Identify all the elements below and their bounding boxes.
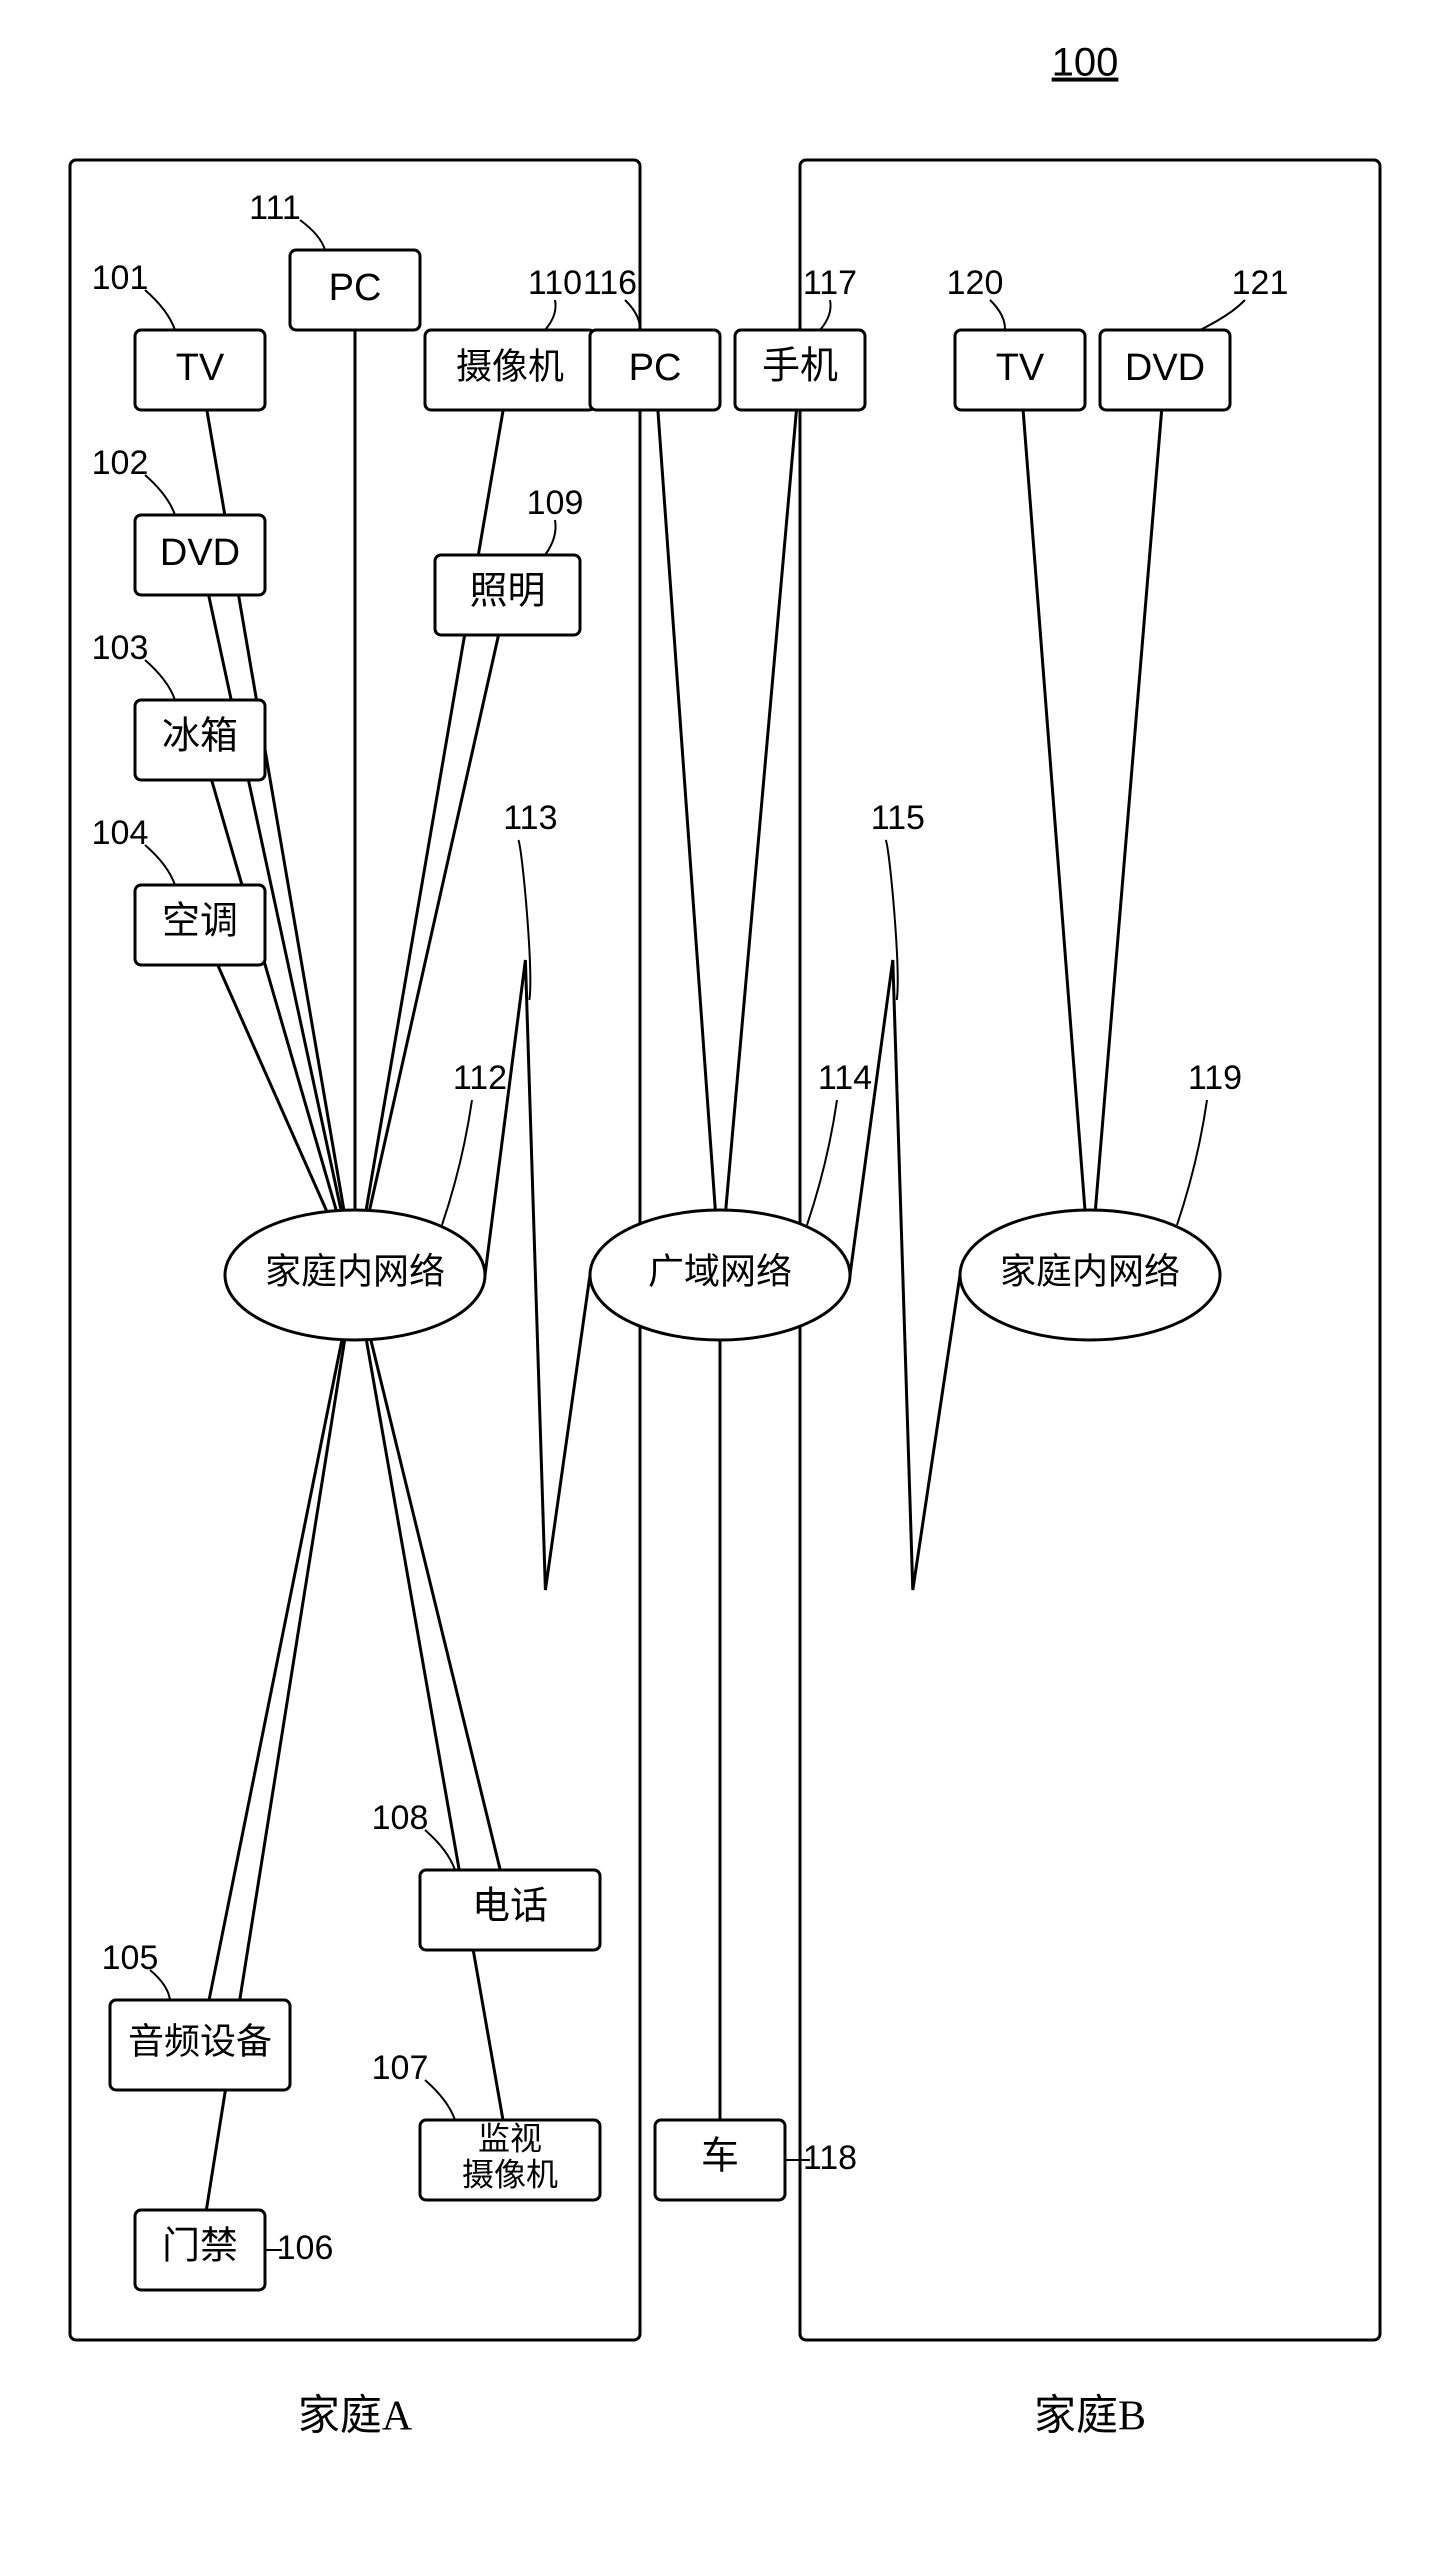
lead-camera [545, 300, 556, 330]
lead-fridge [145, 660, 175, 700]
box-label-lighting: 照明 [469, 571, 545, 613]
box-label-door: 门禁 [162, 2226, 238, 2268]
ref-109: 109 [527, 484, 584, 522]
node-label-wan: 广域网络 [648, 1251, 792, 1291]
link-netB-tv_b [1023, 410, 1085, 1210]
zigzag-z2 [850, 960, 960, 1590]
box-label-pc_a: PC [329, 267, 382, 309]
ref-121: 121 [1232, 264, 1289, 302]
box-label-mobile: 手机 [762, 346, 838, 388]
box-label-tv_b: TV [996, 347, 1045, 389]
lead-ref-114 [807, 1100, 837, 1225]
box-label-phone: 电话 [472, 1886, 548, 1928]
diagram-root: 100 家庭A 家庭B 113 115 家庭内网络 广域网络 家庭内网络 TV 101 DVD 102… [0, 0, 1434, 2556]
ref-102: 102 [92, 444, 149, 482]
lead-ref-119 [1177, 1100, 1207, 1225]
ref-117: 117 [803, 264, 857, 302]
ref-118: 118 [803, 2139, 857, 2177]
ref-114: 114 [818, 1059, 872, 1097]
ref-106: 106 [277, 2229, 334, 2267]
frame-label-homeA: 家庭A [298, 2393, 413, 2440]
zigzag-z1 [485, 960, 590, 1590]
lead-lighting [545, 520, 556, 555]
ref-107: 107 [372, 2049, 429, 2087]
figure-ref: 100 [1052, 41, 1119, 85]
lead-pc_w [625, 300, 640, 330]
ref-105: 105 [102, 1939, 159, 1977]
link-netA-phone [371, 1340, 500, 1870]
lead-tv_a [145, 290, 175, 330]
link-netA-ac [218, 965, 327, 1212]
link-netA-lighting [369, 635, 498, 1210]
node-label-netA: 家庭内网络 [265, 1251, 445, 1291]
box-label-car: 车 [701, 2136, 739, 2178]
lead-mobile [820, 300, 831, 330]
link-wan-pc_w [658, 410, 715, 1210]
ref-113: 113 [503, 799, 557, 837]
link-netA-audio [209, 1340, 342, 2000]
link-netA-monitor2 [366, 1340, 503, 2120]
ref-112: 112 [453, 1059, 507, 1097]
ref-119: 119 [1188, 1059, 1242, 1097]
ref-101: 101 [92, 259, 149, 297]
lead-pc_a [300, 220, 325, 250]
box-label-pc_w: PC [629, 347, 682, 389]
lead-monitor2 [425, 2080, 455, 2120]
ref-103: 103 [92, 629, 149, 667]
link-netB-dvd_b [1095, 410, 1161, 1210]
lead-ac [145, 845, 175, 885]
box-label-audio: 音频设备 [128, 2021, 272, 2061]
lead-tv_b [990, 300, 1005, 330]
lead-ref-112 [442, 1100, 472, 1225]
lead-dvd_b [1200, 300, 1245, 330]
box-label-tv_a: TV [176, 347, 225, 389]
ref-104: 104 [92, 814, 149, 852]
box-label-monitor2-1: 监视 [478, 2120, 542, 2156]
box-label-monitor2-2: 摄像机 [462, 2156, 558, 2192]
ref-108: 108 [372, 1799, 429, 1837]
ref-115: 115 [871, 799, 925, 837]
ref-116: 116 [583, 264, 637, 302]
lead-phone [425, 1830, 455, 1870]
box-label-camera: 摄像机 [456, 346, 564, 386]
box-label-dvd_b: DVD [1125, 347, 1205, 389]
lead-dvd_a [145, 475, 175, 515]
ref-111: 111 [249, 189, 301, 227]
link-wan-mobile [726, 410, 797, 1210]
ref-110: 110 [528, 264, 582, 302]
frame-label-homeB: 家庭B [1034, 2393, 1146, 2440]
box-label-fridge: 冰箱 [162, 716, 238, 758]
ref-120: 120 [947, 264, 1004, 302]
box-label-ac: 空调 [162, 901, 238, 943]
node-label-netB: 家庭内网络 [1000, 1251, 1180, 1291]
box-label-dvd_a: DVD [160, 532, 240, 574]
